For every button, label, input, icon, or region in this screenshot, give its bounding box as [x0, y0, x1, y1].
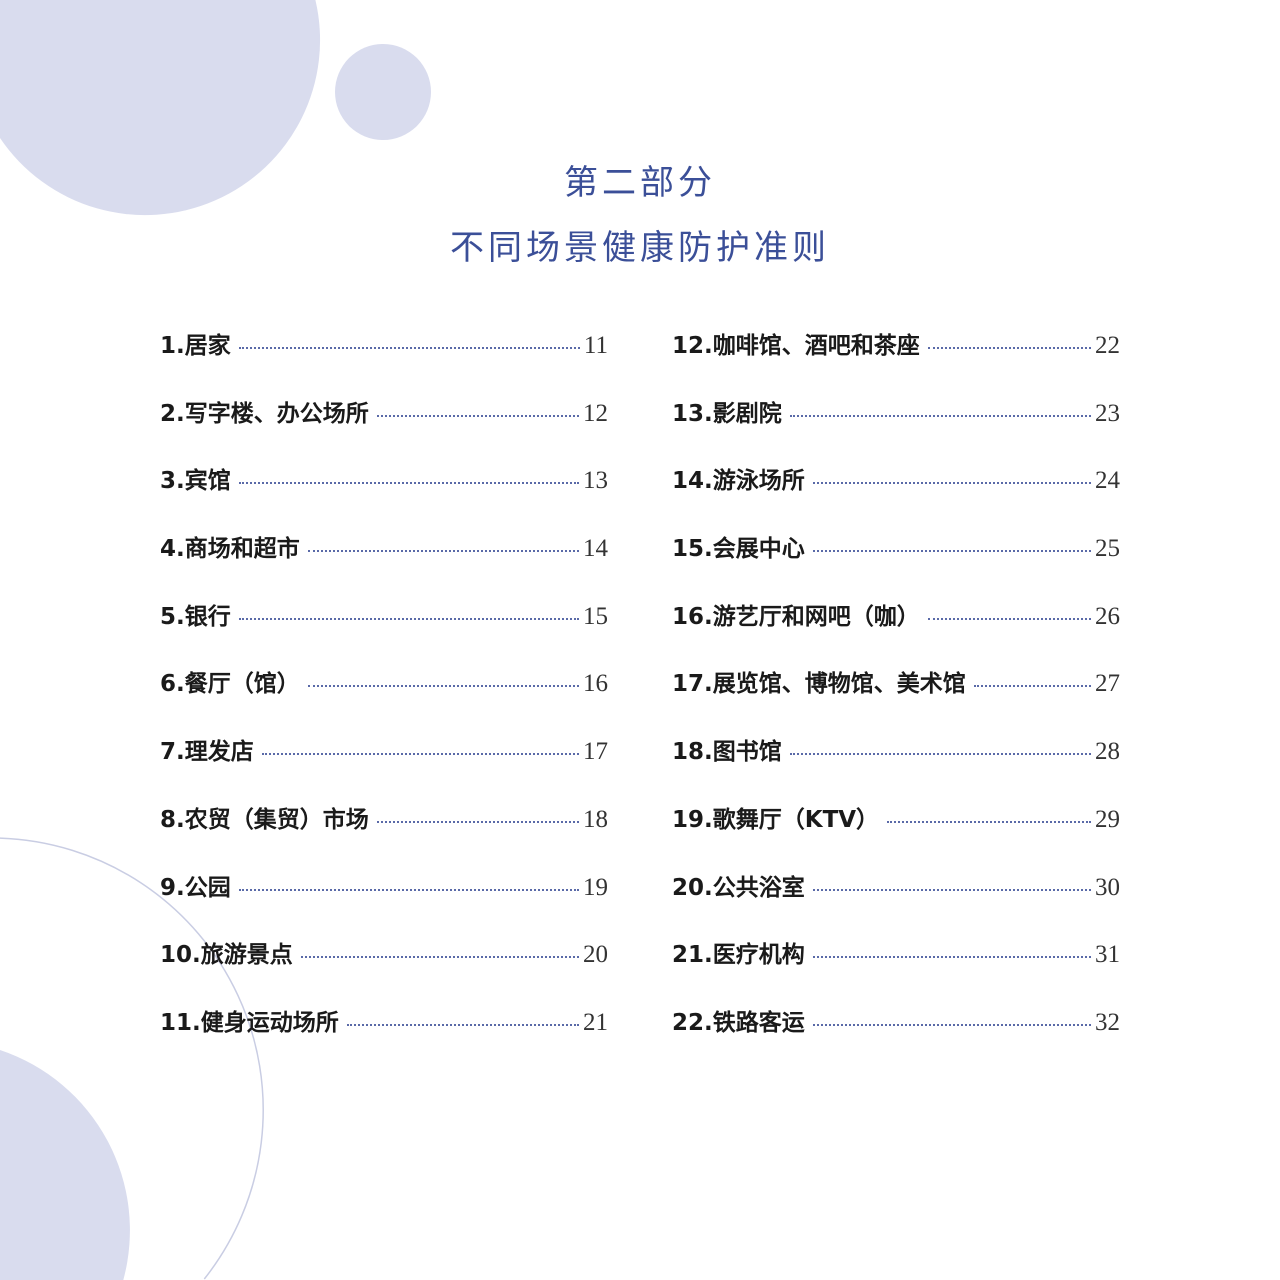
toc-entry-page: 29	[1095, 805, 1120, 833]
dot-leader	[887, 820, 1091, 823]
dot-leader	[238, 888, 579, 891]
outline-circle-bottom-left	[0, 837, 264, 1280]
toc-entry-page: 23	[1095, 399, 1120, 427]
toc-entry-page: 12	[583, 399, 608, 427]
dot-leader	[789, 753, 1091, 756]
toc-entry[interactable]: 8.农贸（集贸）市场 18	[160, 800, 608, 868]
filled-circle-bottom-left	[0, 1050, 130, 1280]
toc-left-column: 1.居家 11 2.写字楼、办公场所 12 3.宾馆 13 4.商场和超市 14 5.银行 15 6…	[160, 326, 608, 1071]
toc-entry-page: 13	[583, 467, 608, 495]
toc-right-column: 12.咖啡馆、酒吧和茶座 22 13.影剧院 23 14.游泳场所 24 15.会展中心 25…	[672, 326, 1120, 1071]
toc-entry-label: 15.会展中心	[672, 536, 805, 563]
toc-entry-label: 7.理发店	[160, 739, 254, 766]
toc-entry[interactable]: 21.医疗机构 31	[672, 935, 1120, 1003]
toc-entry[interactable]: 7.理发店 17	[160, 732, 608, 800]
toc-entry[interactable]: 2.写字楼、办公场所 12	[160, 394, 608, 462]
toc-entry-label: 16.游艺厅和网吧（咖）	[672, 603, 920, 630]
toc-entry[interactable]: 16.游艺厅和网吧（咖） 26	[672, 597, 1120, 665]
part-heading: 第二部分	[564, 163, 716, 203]
toc-entry-page: 19	[583, 873, 608, 901]
dot-leader	[812, 1023, 1091, 1026]
toc-entry-label: 14.游泳场所	[672, 468, 805, 495]
dot-leader	[238, 482, 579, 485]
toc-entry-page: 15	[583, 602, 608, 630]
toc-entry-page: 24	[1095, 467, 1120, 495]
toc-entry[interactable]: 12.咖啡馆、酒吧和茶座 22	[672, 326, 1120, 394]
toc-entry[interactable]: 19.歌舞厅（KTV） 29	[672, 800, 1120, 868]
toc-entry[interactable]: 14.游泳场所 24	[672, 461, 1120, 529]
toc-entry-label: 20.公共浴室	[672, 874, 805, 901]
dot-leader	[307, 550, 579, 553]
toc-entry-label: 10.旅游景点	[160, 942, 293, 969]
dot-leader	[376, 820, 579, 823]
toc-entry-label: 2.写字楼、办公场所	[160, 400, 369, 427]
toc-entry[interactable]: 3.宾馆 13	[160, 461, 608, 529]
toc-entry[interactable]: 13.影剧院 23	[672, 394, 1120, 462]
toc-entry-page: 18	[583, 805, 608, 833]
toc-entry-page: 31	[1095, 941, 1120, 969]
toc-entry-page: 22	[1095, 332, 1120, 359]
small-circle-top	[335, 44, 431, 140]
dot-leader	[812, 550, 1091, 553]
toc-entry-page: 32	[1095, 1008, 1120, 1036]
dot-leader	[789, 414, 1091, 417]
toc-entry[interactable]: 15.会展中心 25	[672, 529, 1120, 597]
toc-entry-page: 20	[583, 941, 608, 969]
dot-leader	[346, 1023, 579, 1026]
toc-entry[interactable]: 9.公园 19	[160, 868, 608, 936]
dot-leader	[927, 617, 1091, 620]
toc-entry-page: 11	[583, 332, 608, 359]
toc-entry[interactable]: 17.展览馆、博物馆、美术馆 27	[672, 664, 1120, 732]
toc-entry-label: 9.公园	[160, 874, 231, 901]
dot-leader	[973, 685, 1091, 688]
dot-leader	[261, 753, 579, 756]
dot-leader	[238, 347, 580, 349]
dot-leader	[927, 347, 1091, 349]
toc-entry-label: 3.宾馆	[160, 468, 231, 495]
toc-entry[interactable]: 4.商场和超市 14	[160, 529, 608, 597]
toc-entry-page: 16	[583, 670, 608, 698]
toc-entry[interactable]: 11.健身运动场所 21	[160, 1003, 608, 1071]
toc-entry-label: 8.农贸（集贸）市场	[160, 806, 369, 833]
page-title: 不同场景健康防护准则	[450, 228, 830, 268]
toc-entry[interactable]: 20.公共浴室 30	[672, 868, 1120, 936]
dot-leader	[812, 482, 1091, 485]
toc-entry-label: 18.图书馆	[672, 739, 782, 766]
dot-leader	[238, 617, 579, 620]
toc-entry-page: 28	[1095, 738, 1120, 766]
dot-leader	[300, 956, 579, 959]
dot-leader	[307, 685, 579, 688]
dot-leader	[376, 414, 579, 417]
toc-entry[interactable]: 10.旅游景点 20	[160, 935, 608, 1003]
toc-entry-label: 19.歌舞厅（KTV）	[672, 806, 880, 833]
toc-entry-label: 12.咖啡馆、酒吧和茶座	[672, 333, 920, 359]
toc-entry-label: 13.影剧院	[672, 400, 782, 427]
dot-leader	[812, 956, 1091, 959]
toc-entry-label: 22.铁路客运	[672, 1009, 805, 1036]
toc-entry-page: 21	[583, 1008, 608, 1036]
toc-entry[interactable]: 18.图书馆 28	[672, 732, 1120, 800]
toc-entry-label: 5.银行	[160, 603, 231, 630]
toc-entry-page: 25	[1095, 535, 1120, 563]
toc-entry[interactable]: 5.银行 15	[160, 597, 608, 665]
toc-entry-page: 14	[583, 535, 608, 563]
toc-entry-label: 6.餐厅（馆）	[160, 671, 300, 698]
toc-entry-label: 21.医疗机构	[672, 942, 805, 969]
dot-leader	[812, 888, 1091, 891]
toc-entry[interactable]: 6.餐厅（馆） 16	[160, 664, 608, 732]
toc-entry-label: 11.健身运动场所	[160, 1009, 339, 1036]
toc-entry[interactable]: 22.铁路客运 32	[672, 1003, 1120, 1071]
toc-entry-page: 26	[1095, 602, 1120, 630]
toc-entry-label: 17.展览馆、博物馆、美术馆	[672, 671, 966, 698]
toc-entry-page: 30	[1095, 873, 1120, 901]
toc-entry-page: 27	[1095, 670, 1120, 698]
toc-entry-label: 1.居家	[160, 333, 231, 359]
large-circle-top-left	[0, 0, 321, 216]
toc-entry[interactable]: 1.居家 11	[160, 326, 608, 394]
toc-entry-page: 17	[583, 738, 608, 766]
toc-entry-label: 4.商场和超市	[160, 536, 300, 563]
